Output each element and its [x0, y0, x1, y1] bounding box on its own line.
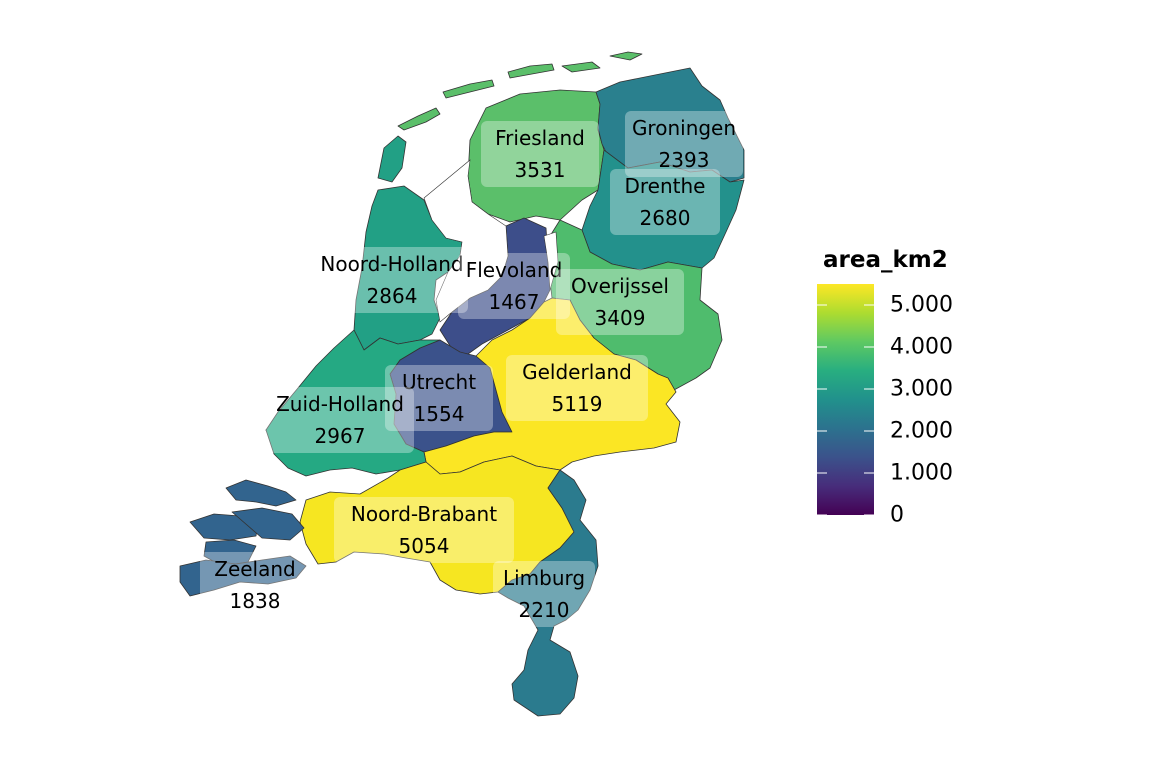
label-background: [200, 552, 310, 618]
label-background: [556, 269, 684, 335]
province-name: Flevoland: [466, 258, 563, 282]
province-area-value: 1467: [489, 290, 540, 314]
legend-tick-label: 1.000: [890, 461, 953, 486]
label-background: [610, 169, 720, 235]
label-background: [506, 355, 648, 421]
label-noord-holland: Noord-Holland 2864: [316, 247, 468, 313]
label-friesland: Friesland 3531: [481, 121, 599, 187]
province-name: Zeeland: [214, 557, 296, 581]
province-area-value: 2393: [659, 148, 710, 172]
legend: area_km2 5.000 4.000 3.000 2.000 1.000 0: [817, 247, 953, 528]
legend-tick-label: 2.000: [890, 419, 953, 444]
inland-waters: [423, 159, 559, 323]
province-name: Noord-Holland: [320, 252, 463, 276]
province-area-value: 2967: [315, 424, 366, 448]
zeeland-flanders: [179, 555, 307, 597]
label-background: [493, 561, 595, 627]
legend-tick-label: 0: [890, 503, 904, 528]
label-drenthe: Drenthe 2680: [610, 169, 720, 235]
province-name: Utrecht: [402, 370, 476, 394]
label-limburg: Limburg 2210: [493, 561, 595, 627]
label-background: [316, 247, 468, 313]
ijsselmeer: [423, 159, 509, 323]
province-area-value: 2210: [519, 598, 570, 622]
province-area-value: 3409: [595, 306, 646, 330]
province-name: Friesland: [495, 126, 585, 150]
province-area-value: 5054: [399, 534, 450, 558]
legend-tick-label: 3.000: [890, 377, 953, 402]
legend-color-bar: [817, 284, 874, 515]
province-name: Drenthe: [625, 174, 706, 198]
province-area-value: 3531: [515, 158, 566, 182]
legend-ticks: 5.000 4.000 3.000 2.000 1.000 0: [817, 293, 953, 528]
wadden-island-ameland: [561, 61, 601, 73]
wadden-island-terschelling: [507, 63, 555, 79]
wadden-island-vlieland: [442, 79, 495, 99]
province-gelderland[interactable]: [423, 297, 681, 475]
label-background: [481, 121, 599, 187]
label-background: [625, 111, 743, 177]
province-area-value: 5119: [552, 392, 603, 416]
wadden-island-texel: [377, 135, 407, 183]
label-flevoland: Flevoland 1467: [458, 253, 570, 319]
province-zeeland[interactable]: [225, 479, 297, 507]
legend-tick-label: 4.000: [890, 335, 953, 360]
province-name: Overijssel: [571, 274, 669, 298]
province-limburg[interactable]: [497, 469, 599, 717]
legend-tick-label: 5.000: [890, 293, 953, 318]
label-gelderland: Gelderland 5119: [506, 355, 648, 421]
label-zuid-holland: Zuid-Holland 2967: [266, 387, 414, 453]
label-background: [458, 253, 570, 319]
label-noord-brabant: Noord-Brabant 5054: [334, 497, 514, 563]
province-area-value: 2864: [367, 284, 418, 308]
ketelmeer: [543, 231, 559, 291]
label-background: [334, 497, 514, 563]
zeeland-island-beveland: [231, 507, 305, 541]
label-background: [266, 387, 414, 453]
province-area-value: 2680: [640, 206, 691, 230]
province-area-value: 1554: [414, 402, 465, 426]
label-zeeland: Zeeland 1838: [200, 552, 310, 618]
label-utrecht: Utrecht 1554: [385, 365, 493, 431]
wadden-island-schiermonnikoog: [609, 51, 643, 61]
wadden-island-texel-north: [397, 107, 441, 131]
province-name: Gelderland: [522, 360, 632, 384]
province-name: Groningen: [632, 116, 736, 140]
province-shapes: [179, 51, 745, 717]
legend-title: area_km2: [823, 247, 948, 273]
province-name: Noord-Brabant: [351, 502, 497, 526]
label-background: [385, 365, 493, 431]
label-groningen: Groningen 2393: [625, 111, 743, 177]
province-name: Limburg: [503, 566, 585, 590]
province-area-value: 1838: [230, 589, 281, 613]
province-name: Zuid-Holland: [276, 392, 404, 416]
label-overijssel: Overijssel 3409: [556, 269, 684, 335]
